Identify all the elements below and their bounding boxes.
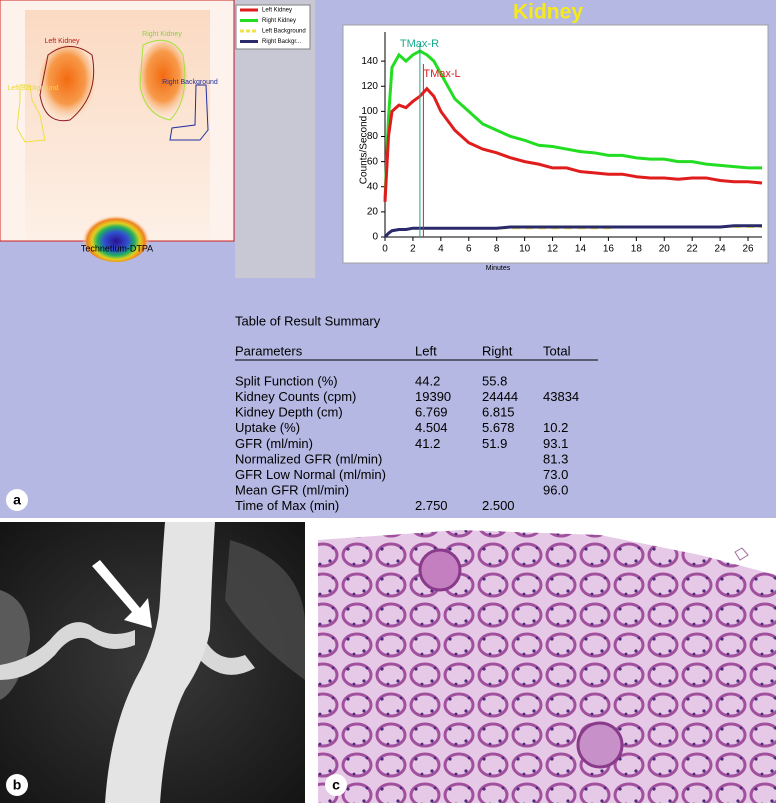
x-tick-label: 6 bbox=[466, 244, 472, 255]
table-cell: Kidney Counts (cpm) bbox=[235, 389, 356, 404]
y-tick-label: 120 bbox=[361, 81, 378, 92]
x-tick-label: 24 bbox=[715, 244, 727, 255]
scan-caption: Technetium-DTPA bbox=[81, 243, 153, 253]
x-tick-label: 20 bbox=[659, 244, 671, 255]
x-tick-label: 16 bbox=[603, 244, 615, 255]
panel-label: b bbox=[13, 777, 22, 793]
series-line bbox=[383, 224, 762, 239]
table-cell: Mean GFR (ml/min) bbox=[235, 483, 349, 498]
x-axis-label: Minutes bbox=[486, 265, 511, 272]
legend-label: Left Kidney bbox=[262, 8, 292, 14]
legend-label: Right Backgr... bbox=[262, 39, 301, 45]
y-tick-label: 40 bbox=[367, 181, 379, 192]
panel-label: c bbox=[332, 777, 340, 793]
table-header: Total bbox=[543, 343, 571, 358]
table-cell: 51.9 bbox=[482, 436, 507, 451]
y-tick-label: 140 bbox=[361, 56, 378, 67]
legend-label: Left Background bbox=[262, 29, 306, 35]
table-header: Right bbox=[482, 343, 513, 358]
table-cell: 43834 bbox=[543, 389, 579, 404]
x-tick-label: 0 bbox=[382, 244, 388, 255]
ct-image bbox=[0, 522, 305, 803]
chart-box bbox=[342, 24, 769, 264]
table-cell: 44.2 bbox=[415, 373, 440, 388]
series-line bbox=[383, 86, 763, 202]
panel-label: a bbox=[13, 492, 21, 508]
annotation: TMax-R bbox=[400, 38, 439, 50]
table-cell: 96.0 bbox=[543, 483, 568, 498]
x-tick-label: 14 bbox=[575, 244, 587, 255]
table-cell: 93.1 bbox=[543, 436, 568, 451]
y-tick-label: 80 bbox=[367, 131, 379, 142]
scan-image: Left Kidney Right Kidney Left Background… bbox=[0, 0, 235, 262]
table-cell: GFR (ml/min) bbox=[235, 436, 313, 451]
table-cell: Split Function (%) bbox=[235, 373, 338, 388]
x-tick-label: 4 bbox=[438, 244, 444, 255]
table-cell: 4.504 bbox=[415, 420, 448, 435]
chart-title: Kidney bbox=[513, 1, 583, 24]
table-cell: Uptake (%) bbox=[235, 420, 300, 435]
table-cell: 19390 bbox=[415, 389, 451, 404]
table-cell: 2.750 bbox=[415, 498, 448, 513]
table-cell: 10.2 bbox=[543, 420, 568, 435]
y-tick-label: 60 bbox=[367, 156, 379, 167]
roi-label: Right Kidney bbox=[142, 31, 182, 38]
x-tick-label: 26 bbox=[742, 244, 754, 255]
table-cell: Time of Max (min) bbox=[235, 498, 339, 513]
legend-label: Right Kidney bbox=[262, 18, 296, 24]
y-axis-label: Counts/Second bbox=[359, 116, 370, 184]
table-cell: GFR Low Normal (ml/min) bbox=[235, 467, 386, 482]
table-title: Table of Result Summary bbox=[235, 313, 381, 328]
table-cell: 5.678 bbox=[482, 420, 515, 435]
panel-badge bbox=[325, 774, 347, 796]
table-cell: 24444 bbox=[482, 389, 518, 404]
table-cell: Kidney Depth (cm) bbox=[235, 405, 343, 420]
table-cell: 55.8 bbox=[482, 373, 507, 388]
table-cell: 41.2 bbox=[415, 436, 440, 451]
y-tick-label: 20 bbox=[367, 207, 379, 218]
table-cell: 6.769 bbox=[415, 405, 448, 420]
y-tick-label: 100 bbox=[361, 106, 378, 117]
x-tick-label: 18 bbox=[631, 244, 643, 255]
x-tick-label: 22 bbox=[687, 244, 699, 255]
panel-badge bbox=[6, 489, 28, 511]
y-tick-label: 0 bbox=[372, 232, 378, 243]
roi-label: Right Background bbox=[162, 79, 218, 86]
histology-image bbox=[318, 522, 776, 803]
table-header: Left bbox=[415, 343, 437, 358]
x-tick-label: 2 bbox=[410, 244, 416, 255]
panel-badge bbox=[6, 774, 28, 796]
table-cell: 2.500 bbox=[482, 498, 515, 513]
roi-label: Left Kidney bbox=[44, 38, 80, 45]
x-tick-label: 10 bbox=[519, 244, 531, 255]
table-cell: 73.0 bbox=[543, 467, 568, 482]
table-cell: Normalized GFR (ml/min) bbox=[235, 451, 382, 466]
roi-label: Left Background bbox=[8, 85, 59, 92]
x-tick-label: 12 bbox=[547, 244, 559, 255]
series-line bbox=[383, 49, 762, 200]
table-cell: 6.815 bbox=[482, 405, 515, 420]
table-header: Parameters bbox=[235, 343, 303, 358]
table-cell: 81.3 bbox=[543, 451, 568, 466]
x-tick-label: 8 bbox=[494, 244, 500, 255]
annotation: TMax-L bbox=[423, 68, 460, 80]
